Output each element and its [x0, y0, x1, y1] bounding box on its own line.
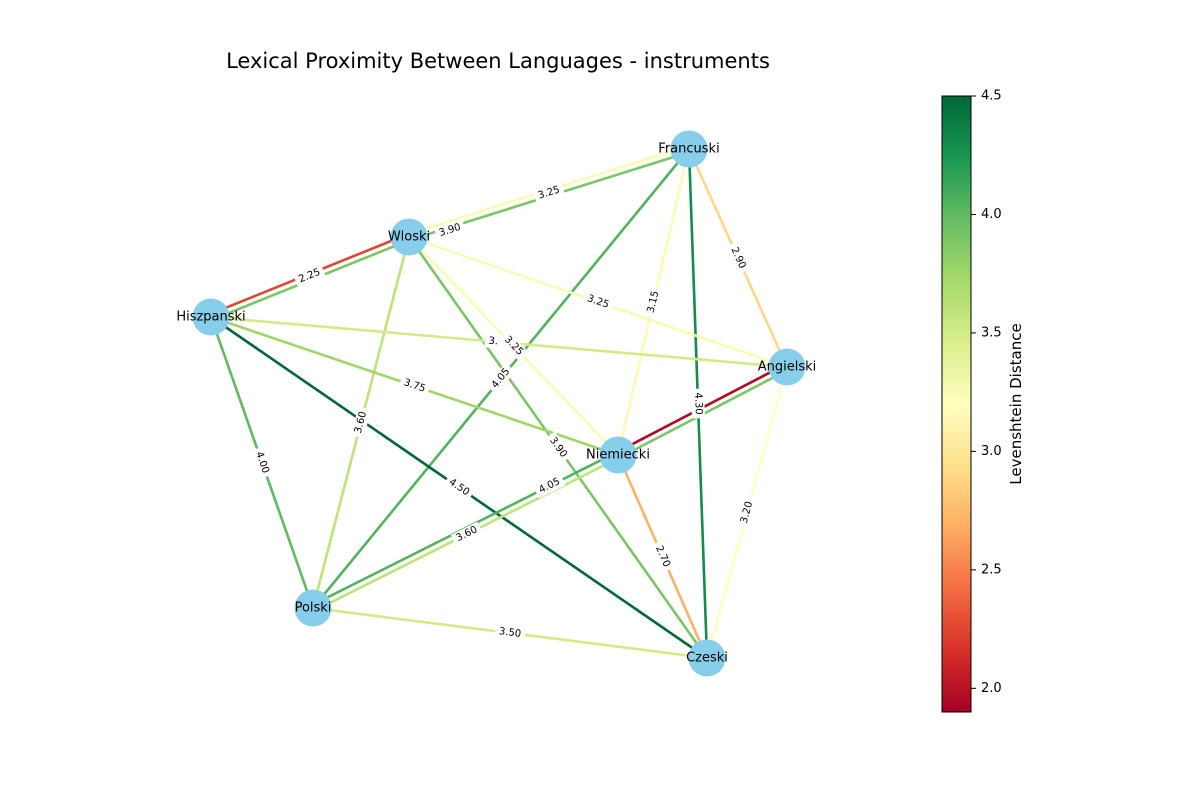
edge-label-background [498, 330, 529, 362]
edge-label-group: 3.60 [450, 521, 483, 547]
edge-label-background [433, 219, 467, 242]
edge-label-group: 3.60 [350, 406, 372, 439]
edge-label-group: 3.25 [532, 182, 566, 204]
node-circle [390, 218, 428, 256]
edge-label-group: 4.50 [443, 473, 475, 502]
edge-label-group: 3. [484, 334, 503, 349]
edge-label-group: 2.90 [726, 241, 750, 275]
node-francuski: Francuski [658, 130, 720, 168]
edge-label-group: 3.25 [581, 291, 615, 313]
colorbar-tick-label: 4.0 [981, 207, 1002, 222]
edge-label-group: 4.00 [250, 446, 274, 479]
edge-label-background [443, 473, 475, 502]
node-circle [768, 348, 806, 386]
node-label: Niemiecki [586, 448, 650, 463]
edge-label-group: 3.20 [736, 496, 758, 529]
node-circle [294, 589, 332, 627]
node-niemiecki: Niemiecki [586, 436, 650, 474]
edge-label-background [726, 241, 750, 275]
node-label: Angielski [758, 360, 817, 375]
edge-label-background [486, 362, 516, 395]
node-label: Hiszpanski [176, 310, 245, 325]
node-circle [192, 298, 230, 336]
edge-label-group: 4.05 [533, 473, 566, 499]
edge-label-group: 2.70 [650, 540, 675, 573]
colorbar-tick-label: 2.0 [981, 681, 1002, 696]
edge-label-group: 3.15 [643, 286, 664, 318]
edge-label-background [398, 375, 431, 397]
colorbar-gradient [941, 95, 972, 713]
node-label: Czeski [686, 651, 728, 666]
node-czeski: Czeski [686, 639, 728, 677]
colorbar-ticks: 2.0 2.5 3.0 3.5 4.0 4.5 [971, 89, 1002, 696]
node-wloski: Wloski [388, 218, 430, 256]
node-angielski: Angielski [758, 348, 817, 386]
node-circle [688, 639, 726, 677]
edge-label: 3. [488, 336, 498, 348]
node-label: Francuski [658, 142, 719, 157]
edge-label-background [581, 291, 615, 313]
edge-label-background [450, 521, 483, 547]
node-hiszpanski: Hiszpanski [176, 298, 246, 336]
node-label: Polski [295, 601, 332, 616]
edge-label: 3.50 [498, 626, 521, 640]
edge-label: 4.30 [692, 392, 704, 415]
edge-label-group: 3.75 [398, 375, 431, 397]
edge-label-background [293, 264, 326, 288]
edge-label-background [643, 286, 664, 318]
edge-label-background [250, 446, 274, 479]
edge-label-group: 3.90 [544, 431, 572, 464]
node-circle [599, 436, 637, 474]
edge-label: 3.15 [646, 290, 662, 314]
edge-label-group: 4.30 [690, 388, 706, 419]
colorbar-tick-label: 3.0 [981, 444, 1002, 459]
node-label: Wloski [388, 230, 430, 245]
edge-label-background [650, 540, 675, 573]
edge-label-background [484, 334, 503, 349]
edge-label-background [533, 473, 566, 499]
edge-label-background [736, 496, 758, 529]
colorbar-tick-label: 3.5 [981, 325, 1002, 340]
edge-label-background [532, 182, 566, 204]
nodes-layer: Francuski Wloski Hiszpanski Angielski Niemie… [176, 130, 817, 677]
chart-title: Lexical Proximity Between Languages - in… [226, 49, 770, 73]
colorbar-tick-label: 4.5 [981, 89, 1002, 104]
node-circle [670, 130, 708, 168]
colorbar-tick-label: 2.5 [981, 562, 1002, 577]
edge-label-group: 3.90 [433, 219, 467, 242]
edge-label: 3.60 [353, 410, 369, 434]
node-polski: Polski [294, 589, 332, 627]
edge-label-background [690, 388, 706, 419]
edge-label-background [544, 431, 572, 464]
edge-labels-layer: 3.253.902.903.154.304.052.253.253.253.90… [250, 182, 758, 642]
edge-label-group: 2.25 [293, 264, 326, 288]
colorbar: 2.0 2.5 3.0 3.5 4.0 4.5 Levenshtein Distance [941, 89, 1025, 713]
colorbar-label: Levenshtein Distance [1007, 323, 1025, 484]
edge-label-group: 3.50 [494, 624, 526, 642]
edge-label-background [494, 624, 526, 642]
edge-label-background [350, 406, 372, 439]
